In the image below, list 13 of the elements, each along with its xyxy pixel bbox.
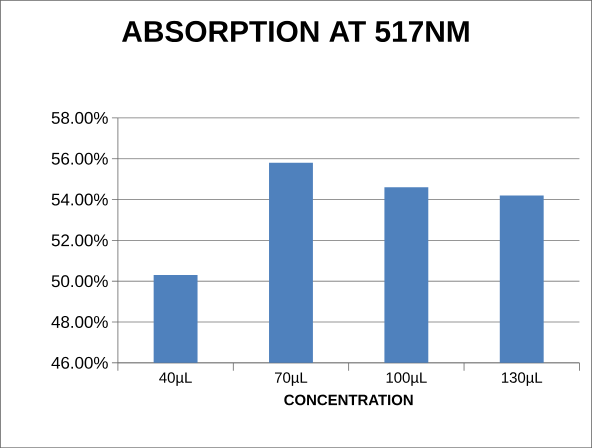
y-tick-label: 48.00% bbox=[51, 316, 108, 328]
chart-title: ABSORPTION AT 517NM bbox=[122, 20, 469, 42]
y-tick-label: 56.00% bbox=[52, 152, 108, 165]
x-tick-label: 100µL bbox=[386, 372, 427, 386]
x-axis-title: CONCENTRATION bbox=[284, 394, 413, 406]
y-tick-label: 58.00% bbox=[52, 112, 108, 124]
y-tick-label: 50.00% bbox=[52, 275, 108, 288]
y-tick-label: 46.00% bbox=[51, 356, 108, 369]
y-tick-label: 54.00% bbox=[52, 193, 108, 206]
x-tick-label: 70µL bbox=[274, 372, 308, 386]
x-tick-label: 40µL bbox=[159, 372, 192, 386]
x-tick-label: 130µL bbox=[502, 372, 542, 386]
y-tick-label: 52.00% bbox=[52, 234, 108, 246]
